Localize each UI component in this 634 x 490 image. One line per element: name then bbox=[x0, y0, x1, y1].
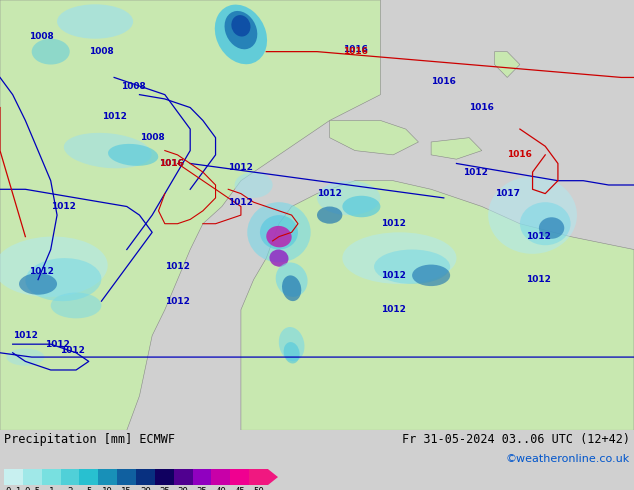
Text: 15: 15 bbox=[121, 487, 132, 490]
Ellipse shape bbox=[269, 249, 288, 267]
Text: 1012: 1012 bbox=[60, 346, 86, 355]
Text: 1012: 1012 bbox=[51, 202, 76, 211]
Text: 1008: 1008 bbox=[29, 32, 54, 41]
Text: 1016: 1016 bbox=[507, 150, 533, 159]
Text: 1016: 1016 bbox=[158, 159, 184, 168]
Ellipse shape bbox=[374, 249, 450, 284]
Text: 0.1: 0.1 bbox=[5, 487, 22, 490]
Text: 10: 10 bbox=[102, 487, 113, 490]
Ellipse shape bbox=[317, 206, 342, 224]
Ellipse shape bbox=[266, 226, 292, 247]
Text: 1016: 1016 bbox=[342, 45, 368, 54]
Ellipse shape bbox=[342, 232, 456, 284]
Ellipse shape bbox=[488, 176, 577, 254]
Ellipse shape bbox=[224, 11, 257, 49]
Bar bbox=[174, 469, 193, 485]
Text: 40: 40 bbox=[216, 487, 226, 490]
Text: 1016: 1016 bbox=[431, 77, 456, 86]
Text: 1012: 1012 bbox=[228, 163, 254, 172]
Text: 1012: 1012 bbox=[463, 168, 488, 176]
Text: 1016: 1016 bbox=[469, 103, 495, 112]
Ellipse shape bbox=[215, 4, 267, 64]
Ellipse shape bbox=[276, 263, 307, 297]
Ellipse shape bbox=[235, 172, 273, 198]
Text: 5: 5 bbox=[86, 487, 91, 490]
Text: 1: 1 bbox=[48, 487, 54, 490]
Text: 1017: 1017 bbox=[495, 189, 520, 198]
Text: 1008: 1008 bbox=[139, 133, 165, 142]
Polygon shape bbox=[0, 0, 380, 430]
Bar bbox=[4, 469, 23, 485]
Text: 1012: 1012 bbox=[526, 275, 552, 284]
Bar bbox=[42, 469, 61, 485]
Text: 1012: 1012 bbox=[44, 340, 70, 349]
Text: 1012: 1012 bbox=[317, 189, 342, 198]
Ellipse shape bbox=[108, 144, 158, 166]
Polygon shape bbox=[495, 51, 520, 77]
Polygon shape bbox=[268, 469, 278, 485]
Bar bbox=[136, 469, 155, 485]
Text: 2: 2 bbox=[67, 487, 73, 490]
Ellipse shape bbox=[0, 237, 108, 297]
Text: 35: 35 bbox=[197, 487, 207, 490]
Text: 1012: 1012 bbox=[165, 296, 190, 306]
Text: 1012: 1012 bbox=[380, 271, 406, 280]
Ellipse shape bbox=[57, 4, 133, 39]
Text: 1012: 1012 bbox=[380, 219, 406, 228]
Text: 30: 30 bbox=[178, 487, 188, 490]
Bar bbox=[23, 469, 42, 485]
Ellipse shape bbox=[19, 273, 57, 294]
Text: 20: 20 bbox=[140, 487, 151, 490]
Bar bbox=[79, 469, 98, 485]
Bar bbox=[61, 469, 79, 485]
Ellipse shape bbox=[64, 133, 152, 168]
Text: 1012: 1012 bbox=[101, 112, 127, 121]
Bar bbox=[249, 469, 268, 485]
Ellipse shape bbox=[231, 15, 250, 37]
Text: ©weatheronline.co.uk: ©weatheronline.co.uk bbox=[506, 454, 630, 464]
Text: 25: 25 bbox=[159, 487, 170, 490]
Ellipse shape bbox=[317, 181, 380, 215]
Text: 1012: 1012 bbox=[526, 232, 552, 241]
Text: 1012: 1012 bbox=[29, 267, 54, 275]
Ellipse shape bbox=[520, 202, 571, 245]
Ellipse shape bbox=[539, 217, 564, 239]
Text: 1012: 1012 bbox=[228, 197, 254, 207]
Text: 50: 50 bbox=[253, 487, 264, 490]
Bar bbox=[211, 469, 230, 485]
Text: 1008: 1008 bbox=[89, 47, 114, 56]
Text: Precipitation [mm] ECMWF: Precipitation [mm] ECMWF bbox=[4, 433, 175, 446]
Polygon shape bbox=[431, 138, 482, 159]
Ellipse shape bbox=[247, 202, 311, 263]
Bar bbox=[98, 469, 117, 485]
Text: 1012: 1012 bbox=[165, 262, 190, 271]
Text: 45: 45 bbox=[235, 487, 245, 490]
Bar bbox=[230, 469, 249, 485]
Ellipse shape bbox=[25, 258, 101, 301]
Text: Fr 31-05-2024 03..06 UTC (12+42): Fr 31-05-2024 03..06 UTC (12+42) bbox=[402, 433, 630, 446]
Ellipse shape bbox=[6, 348, 44, 366]
Text: 1016: 1016 bbox=[342, 47, 368, 56]
Bar bbox=[193, 469, 211, 485]
Text: 1012: 1012 bbox=[13, 331, 38, 340]
Text: 0.5: 0.5 bbox=[24, 487, 41, 490]
Polygon shape bbox=[330, 121, 418, 155]
Ellipse shape bbox=[32, 39, 70, 65]
Ellipse shape bbox=[260, 215, 298, 249]
Ellipse shape bbox=[342, 196, 380, 217]
Text: 1008: 1008 bbox=[120, 81, 146, 91]
Polygon shape bbox=[241, 181, 634, 430]
Bar bbox=[155, 469, 174, 485]
Ellipse shape bbox=[51, 293, 101, 318]
Bar bbox=[117, 469, 136, 485]
Ellipse shape bbox=[279, 327, 304, 361]
Text: 1016: 1016 bbox=[158, 159, 184, 168]
Ellipse shape bbox=[282, 275, 301, 301]
Ellipse shape bbox=[412, 265, 450, 286]
Text: 1012: 1012 bbox=[380, 305, 406, 314]
Ellipse shape bbox=[283, 342, 300, 364]
